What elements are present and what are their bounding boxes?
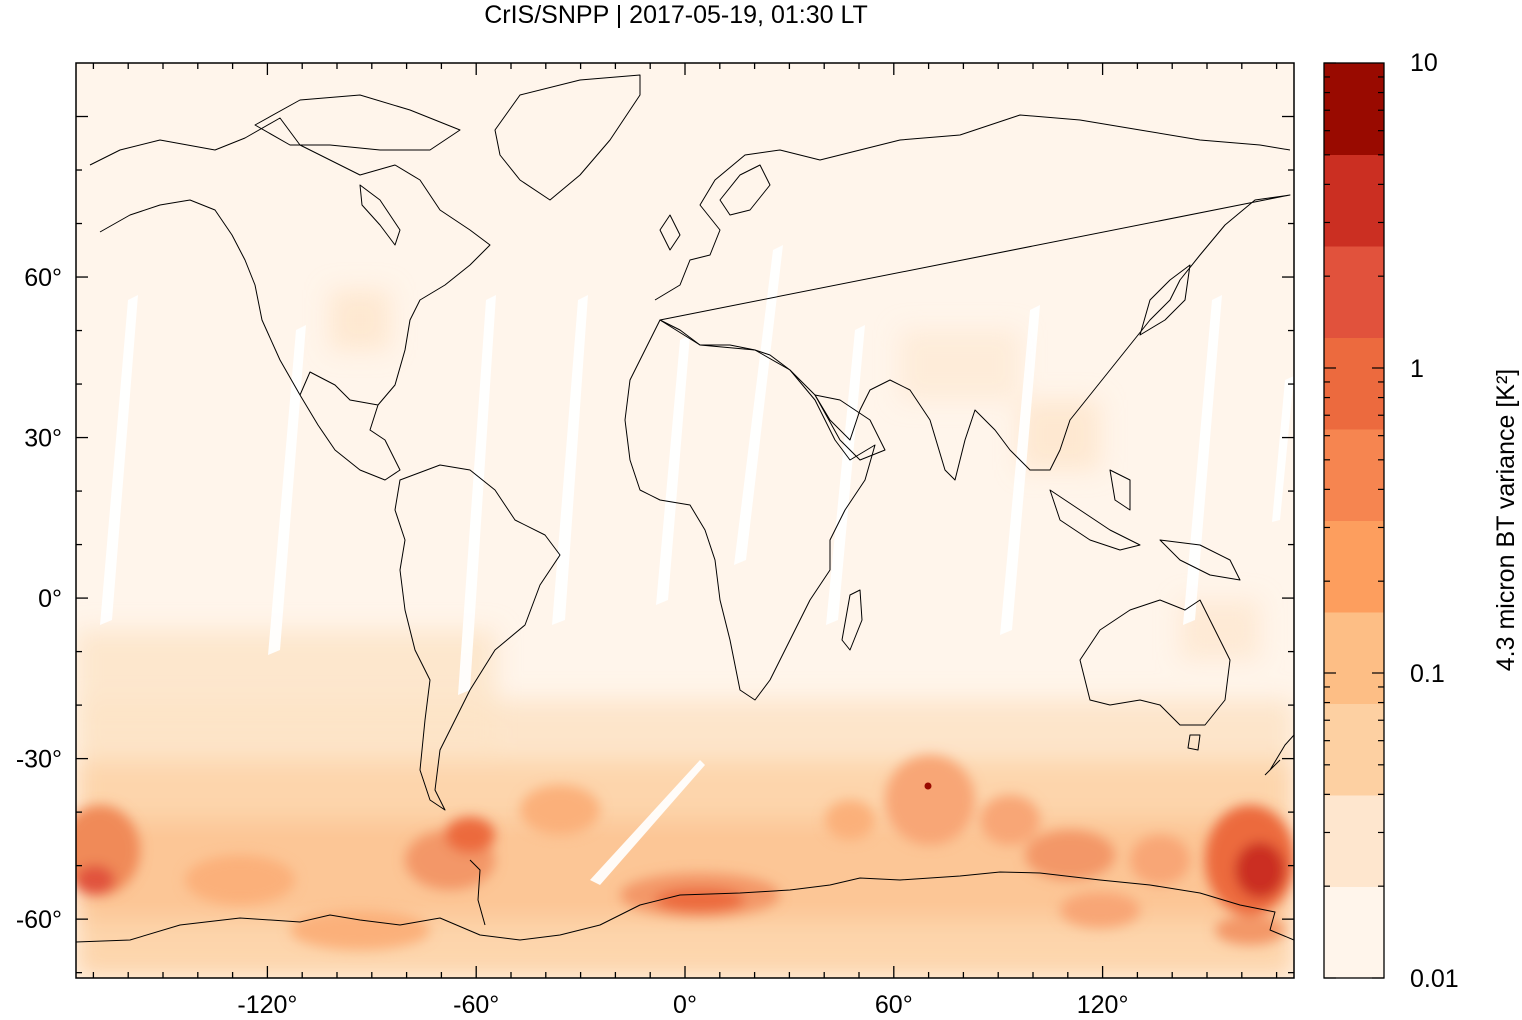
colorbar-tick-label: 0.1 xyxy=(1410,660,1445,688)
lat-tick-label: -30° xyxy=(16,746,62,774)
lat-tick-label: -60° xyxy=(16,906,62,934)
colorbar-segment xyxy=(1324,246,1384,338)
colorbar-segment xyxy=(1324,429,1384,521)
colorbar-segment xyxy=(1324,795,1384,887)
colorbar-segment xyxy=(1324,520,1384,613)
colorbar-tick-label: 10 xyxy=(1410,49,1438,77)
colorbar-segment xyxy=(1324,703,1384,796)
variance-peak xyxy=(924,782,932,790)
colorbar-segment xyxy=(1324,154,1384,247)
colorbar-segment xyxy=(1324,337,1384,430)
lon-tick-label: 60° xyxy=(875,991,913,1019)
variance-hotspots xyxy=(76,755,1294,950)
colorbar-segment xyxy=(1324,886,1384,979)
lon-tick-label: -60° xyxy=(453,991,499,1019)
colorbar-tick-label: 1 xyxy=(1410,355,1424,383)
lon-tick-label: -120° xyxy=(237,991,297,1019)
axes-ticks xyxy=(76,63,1294,978)
lat-tick-label: 0° xyxy=(38,585,62,613)
colorbar-segment xyxy=(1324,612,1384,704)
latitude-tick-labels: 60° 30° 0° -30° -60° xyxy=(16,264,62,934)
colorbar xyxy=(1324,63,1384,979)
colorbar-frame xyxy=(1323,62,1385,979)
orbit-gaps xyxy=(100,245,1294,885)
colorbar-ticks xyxy=(1324,76,1384,979)
coastlines xyxy=(76,74,1294,943)
lat-tick-label: 30° xyxy=(24,425,62,453)
map-title: CrIS/SNPP | 2017-05-19, 01:30 LT xyxy=(484,1,868,29)
colorbar-tick-label: 0.01 xyxy=(1410,965,1459,993)
lon-tick-label: 0° xyxy=(673,991,697,1019)
colorbar-label: 4.3 micron BT variance [K²] xyxy=(1492,369,1520,671)
colorbar-tick-labels: 10 1 0.1 0.01 xyxy=(1324,49,1459,993)
colorbar-segment xyxy=(1324,63,1384,155)
longitude-tick-labels: -120° -60° 0° 60° 120° xyxy=(237,991,1128,1019)
lat-tick-label: 60° xyxy=(24,264,62,292)
lon-tick-label: 120° xyxy=(1077,991,1129,1019)
